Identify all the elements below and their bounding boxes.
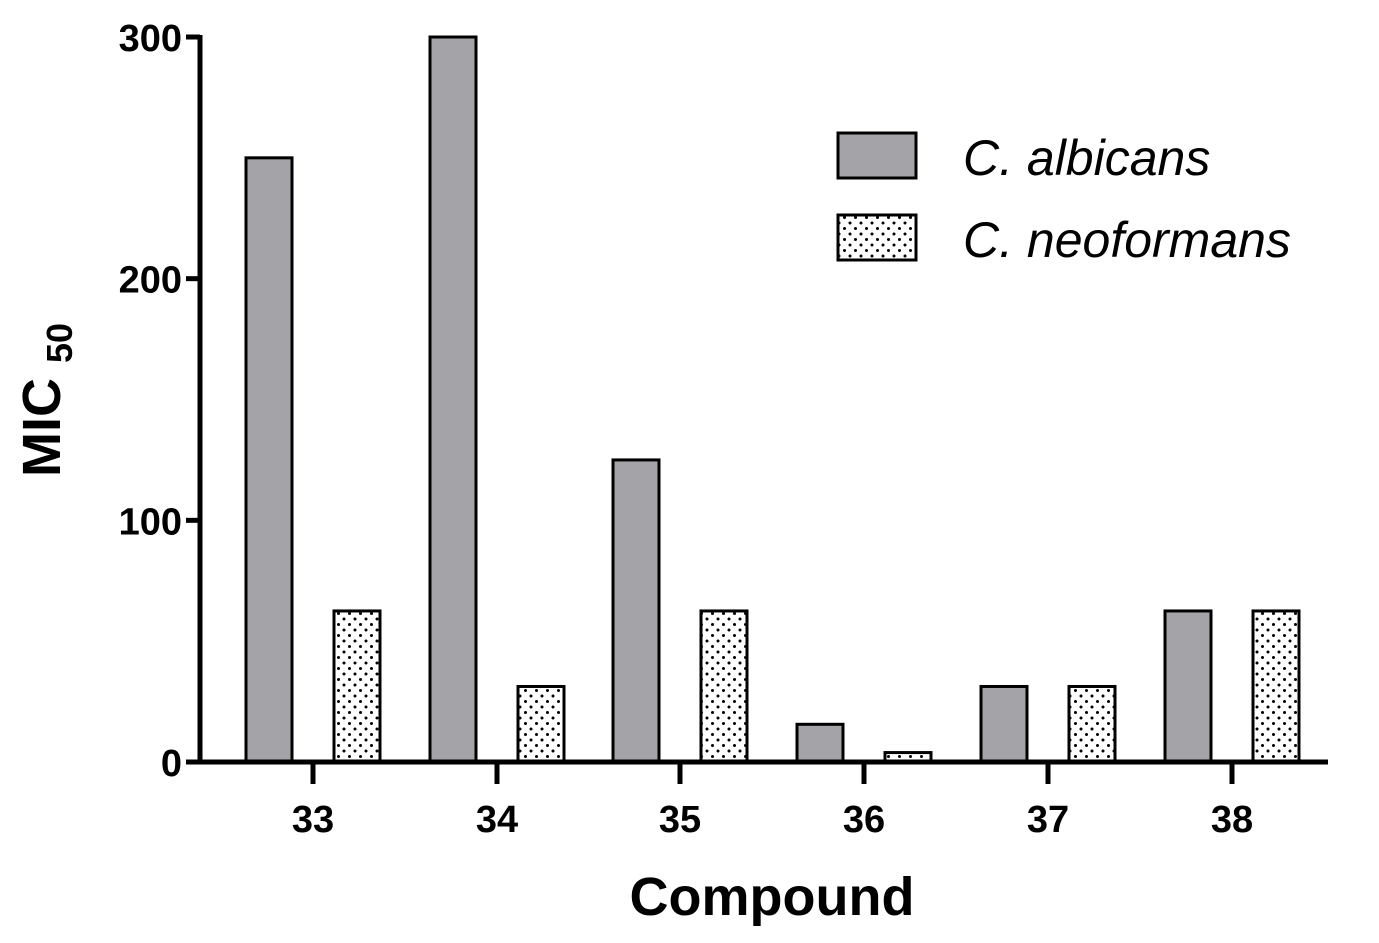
x-tick-label-33: 33 [292,799,334,841]
bar-albicans-36 [795,722,845,764]
legend-swatch-neoformans [836,213,918,262]
legend-swatch-albicans [836,131,918,180]
x-tick-label-37: 37 [1027,799,1069,841]
y-tick-label-0: 0 [161,743,182,785]
labels-group: 0 100 200 300 33 34 35 36 37 38 Compound MIC 50 [12,18,1253,927]
bar-neoformans-38 [1251,609,1301,764]
x-axis-title: Compound [630,867,915,927]
bar-neoformans-35 [699,609,749,764]
bar-neoformans-34 [516,684,566,764]
bar-neoformans-37 [1067,684,1117,764]
y-tick-label-300: 300 [119,18,182,60]
bar-neoformans-33 [332,609,382,764]
x-tick-label-36: 36 [843,799,885,841]
y-axis-title-subscript: 50 [39,323,80,363]
y-tick-label-100: 100 [119,501,182,543]
bar-albicans-37 [979,684,1029,764]
y-axis-title-main: MIC [12,363,72,477]
legend: C. albicans C. neoformans [836,130,1291,268]
axes-group [186,34,1328,784]
y-axis-title: MIC 50 [12,323,80,477]
bar-albicans-38 [1163,609,1213,764]
legend-label-albicans: C. albicans [963,130,1210,186]
legend-label-neoformans: C. neoformans [963,212,1291,268]
bar-albicans-34 [428,35,478,764]
bar-albicans-33 [244,156,294,764]
x-tick-label-35: 35 [659,799,701,841]
y-tick-label-200: 200 [119,260,182,302]
bars-group [244,35,1301,764]
x-tick-label-34: 34 [476,799,518,841]
bar-albicans-35 [611,458,661,764]
x-tick-label-38: 38 [1211,799,1253,841]
